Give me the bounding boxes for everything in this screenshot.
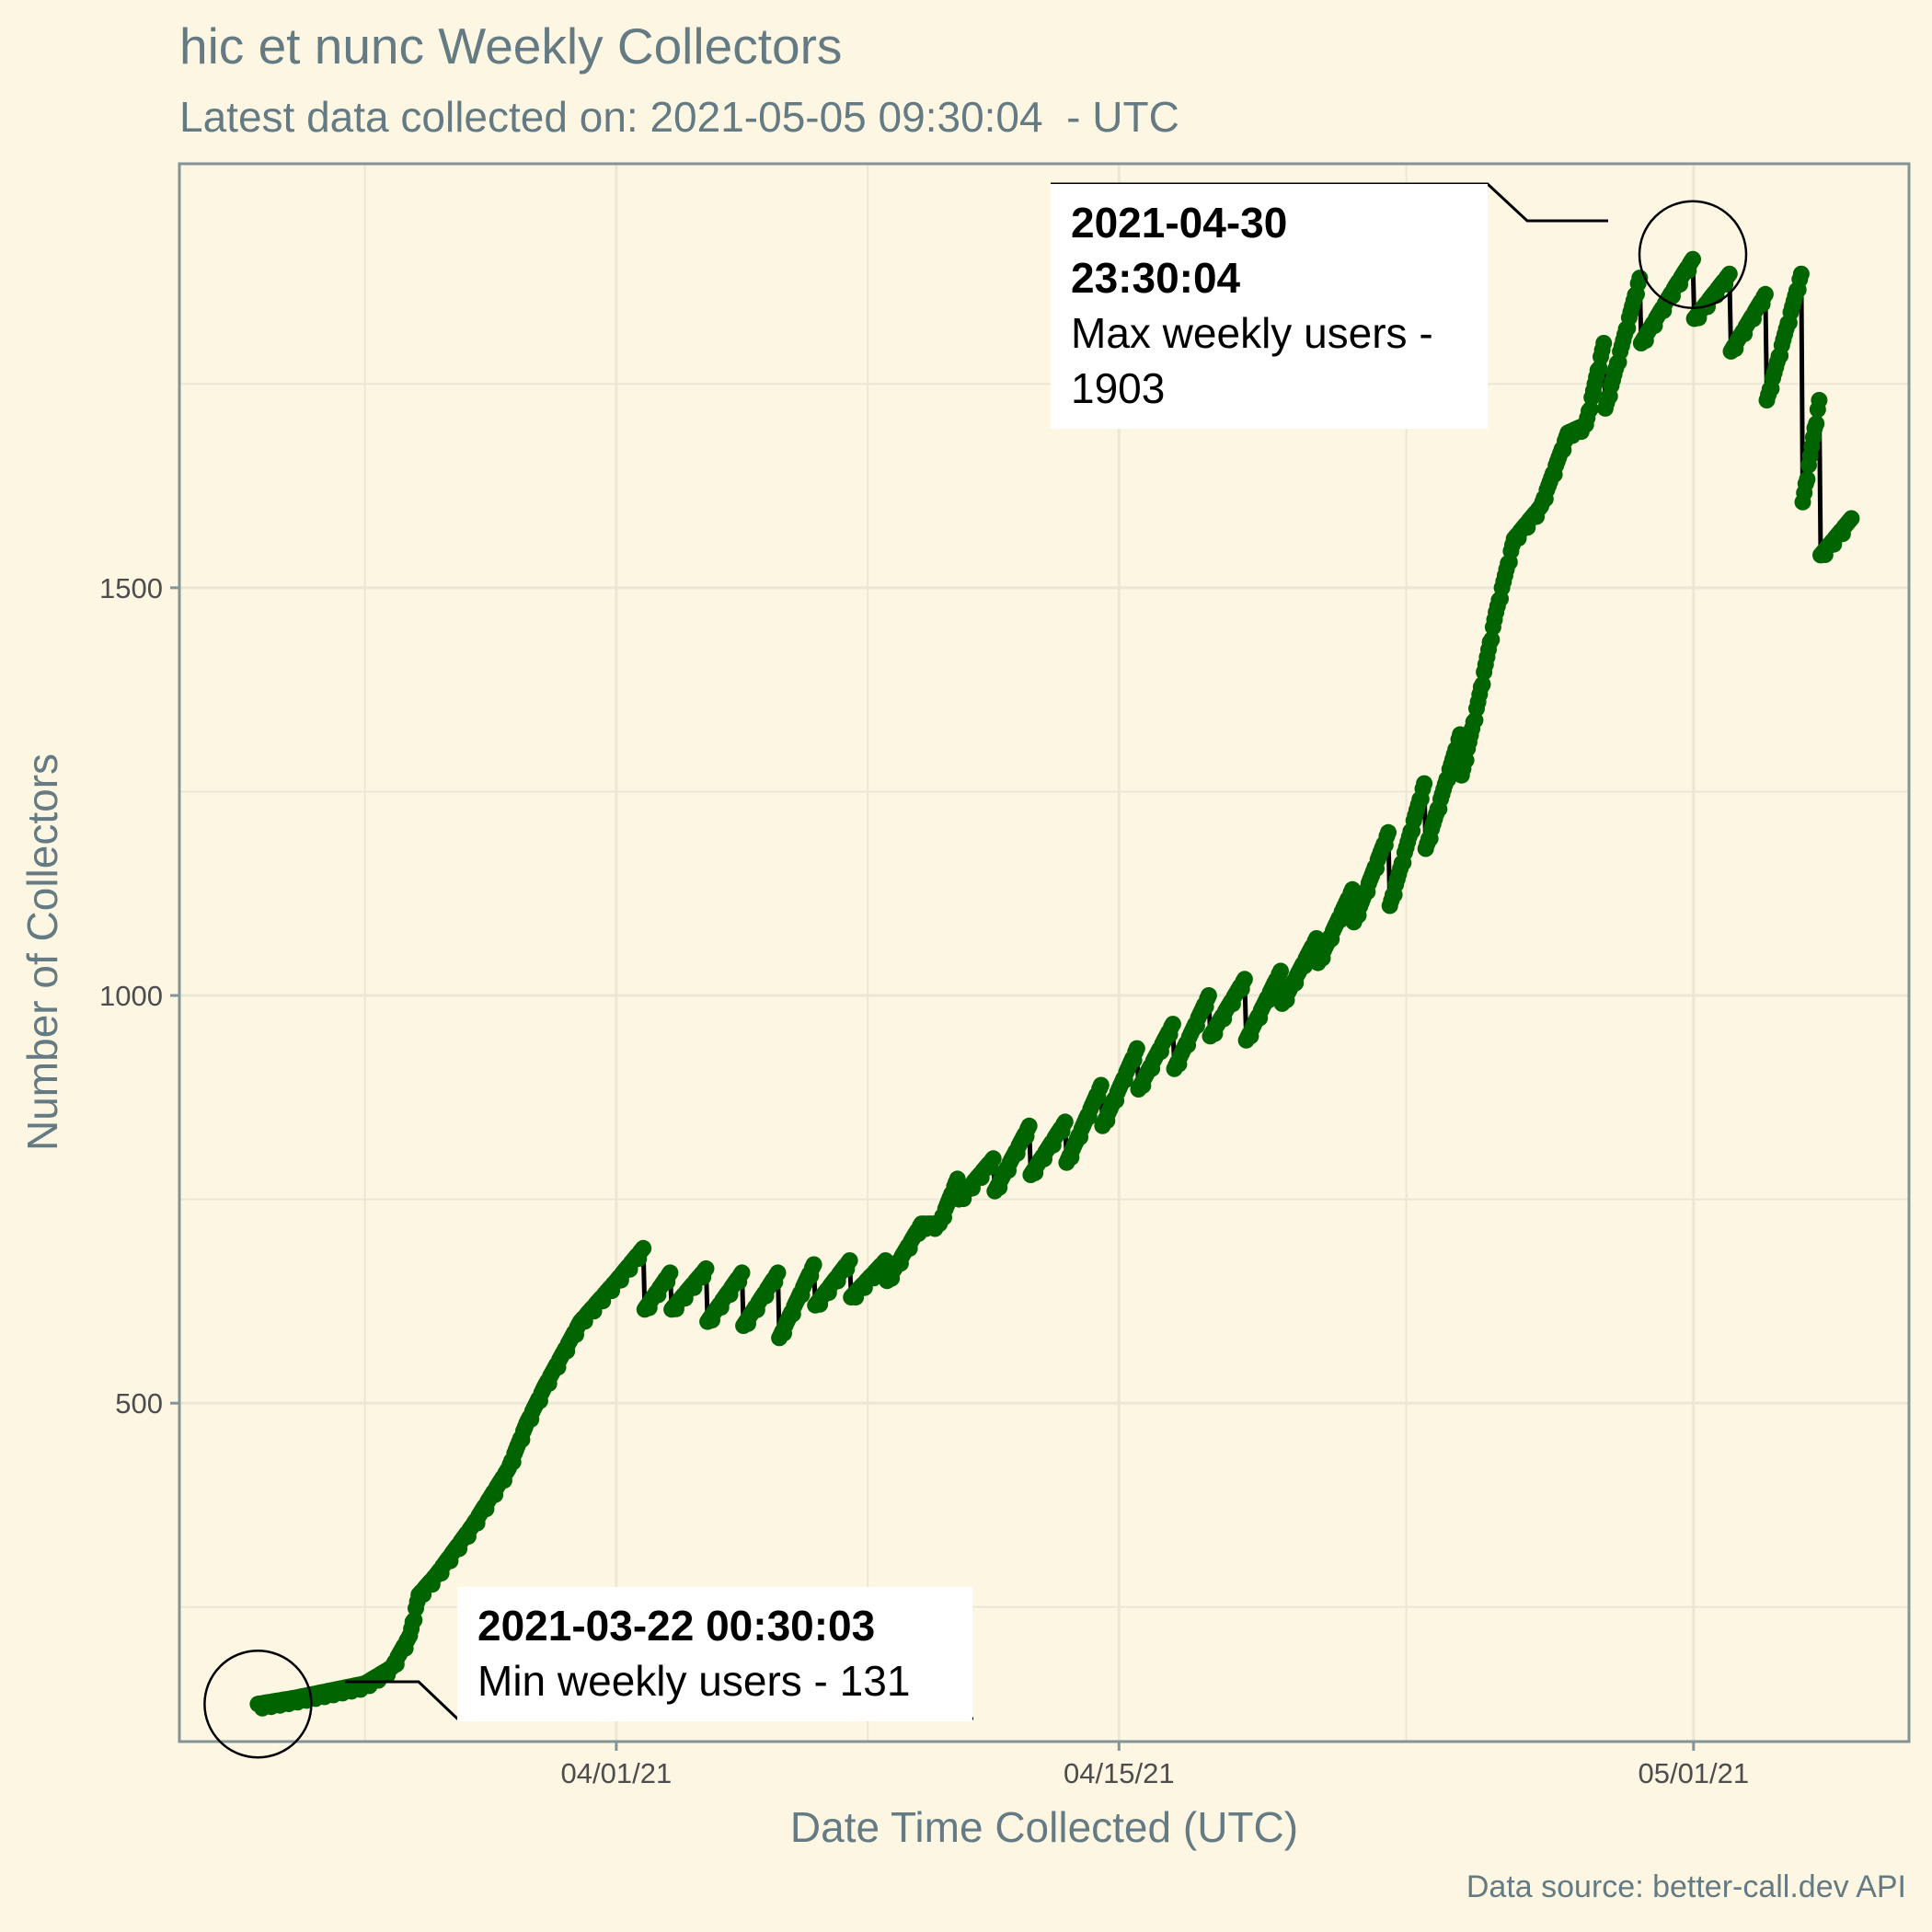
x-tick-label: 04/01/21 [561, 1757, 673, 1789]
grid-lines [179, 164, 1909, 1742]
min-annotation-time: 2021-03-22 00:30:03 [477, 1602, 876, 1650]
data-point [1200, 987, 1217, 1004]
data-point [1236, 971, 1253, 988]
data-point [1483, 631, 1501, 649]
min-annotation-label: 2021-03-22 00:30:03 Min weekly users - 1… [457, 1587, 972, 1721]
x-axis-title: Date Time Collected (UTC) [790, 1803, 1298, 1851]
max-annotation-label: 2021-04-30 23:30:04 Max weekly users - 1… [1051, 184, 1488, 429]
data-point [1092, 1076, 1110, 1094]
x-axis-ticks: 04/01/21 04/15/21 05/01/21 [561, 1742, 1749, 1789]
data-point [1056, 1113, 1074, 1131]
data-point [769, 1264, 787, 1282]
min-annotation-text: Min weekly users - 131 [477, 1657, 911, 1705]
data-point [1595, 335, 1613, 351]
y-axis-ticks: 500 1000 1500 [99, 572, 179, 1420]
data-source-caption: Data source: better-call.dev API [1466, 1869, 1906, 1904]
min-highlight-circle [203, 1649, 313, 1759]
y-tick-label: 1500 [99, 572, 163, 604]
data-point [949, 1170, 966, 1188]
data-point [1020, 1117, 1038, 1134]
x-tick-label: 05/01/21 [1638, 1757, 1749, 1789]
max-highlight-circle [1638, 200, 1748, 309]
max-annotation-text-2: 1903 [1071, 364, 1166, 412]
data-point [1792, 265, 1810, 282]
data-point [1128, 1040, 1145, 1057]
data-point [1474, 675, 1491, 693]
plot-area [249, 250, 1860, 1717]
data-point [1164, 1016, 1181, 1033]
chart-subtitle: Latest data collected on: 2021-05-05 09:… [179, 93, 1179, 141]
data-point [1811, 392, 1828, 408]
data-point [1416, 775, 1433, 792]
data-point [1808, 415, 1825, 432]
data-point [1720, 265, 1738, 282]
y-tick-label: 500 [115, 1387, 163, 1420]
data-point [635, 1239, 652, 1257]
data-point [1799, 470, 1816, 488]
y-tick-label: 1000 [99, 980, 163, 1012]
max-annotation-time: 2021-04-30 23:30:04 [1071, 199, 1288, 302]
data-point [1380, 823, 1397, 841]
annotation-leaders [203, 182, 1748, 1759]
chart-title: hic et nunc Weekly Collectors [179, 17, 843, 75]
data-point [733, 1264, 751, 1282]
x-tick-label: 04/15/21 [1064, 1757, 1175, 1789]
data-point [1756, 285, 1774, 303]
data-point [805, 1256, 822, 1273]
data-point [661, 1264, 679, 1282]
data-point [1685, 250, 1701, 268]
data-point [841, 1252, 858, 1270]
data-point [697, 1259, 715, 1277]
data-point [984, 1150, 1002, 1167]
y-axis-title: Number of Collectors [18, 753, 66, 1151]
data-point [1843, 510, 1860, 527]
panel-border [178, 162, 1911, 1743]
data-point [1272, 962, 1289, 980]
max-annotation-text-1: Max weekly users - [1071, 309, 1433, 357]
